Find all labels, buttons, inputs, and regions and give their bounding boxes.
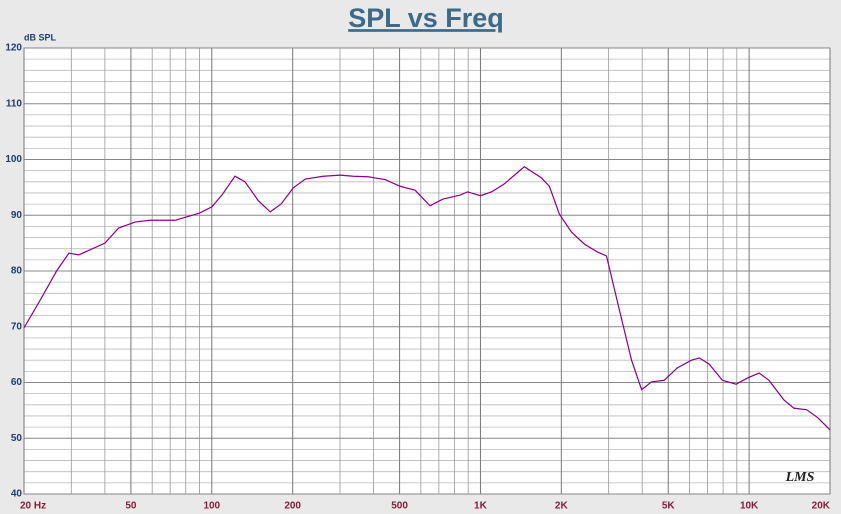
y-tick-label: 50: [11, 433, 23, 444]
y-tick-label: 60: [11, 377, 23, 388]
series-line: [23, 166, 831, 431]
x-tick-label: 20K: [812, 501, 831, 512]
x-tick-label: 5K: [662, 501, 676, 512]
x-tick-label: 10K: [740, 501, 759, 512]
x-tick-label: 500: [391, 501, 408, 512]
chart-title: SPL vs Freq: [348, 3, 504, 33]
lines: [23, 166, 831, 431]
x-tick-label: 2K: [555, 501, 569, 512]
x-tick-label: 200: [284, 501, 301, 512]
y-tick-label: 110: [6, 98, 23, 109]
y-axis-label: dB SPL: [24, 32, 57, 42]
watermark: LMS: [785, 470, 815, 485]
x-tick-label: 100: [203, 501, 220, 512]
y-tick-label: 90: [11, 210, 23, 221]
x-tick-label: 50: [125, 501, 137, 512]
x-tick-label: 1K: [474, 501, 488, 512]
grid: [23, 47, 831, 495]
y-tick-label: 100: [5, 154, 22, 165]
y-tick-label: 80: [11, 266, 23, 277]
y-tick-label: 70: [11, 321, 23, 332]
x-tick-label: 20 Hz: [20, 501, 46, 512]
y-tick-label: 40: [11, 489, 23, 500]
y-tick-label: 120: [5, 43, 22, 54]
